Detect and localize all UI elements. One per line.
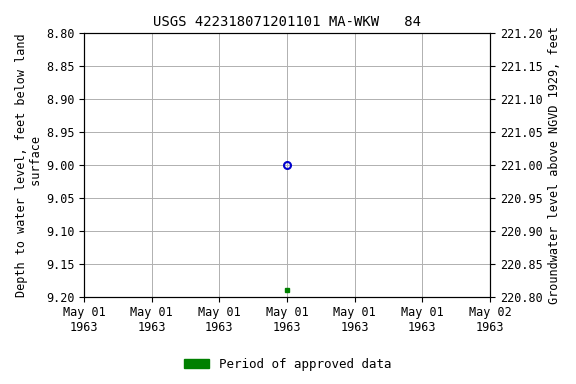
Title: USGS 422318071201101 MA-WKW   84: USGS 422318071201101 MA-WKW 84 [153, 15, 421, 29]
Y-axis label: Depth to water level, feet below land
 surface: Depth to water level, feet below land su… [15, 33, 43, 297]
Y-axis label: Groundwater level above NGVD 1929, feet: Groundwater level above NGVD 1929, feet [548, 26, 561, 304]
Legend: Period of approved data: Period of approved data [179, 353, 397, 376]
